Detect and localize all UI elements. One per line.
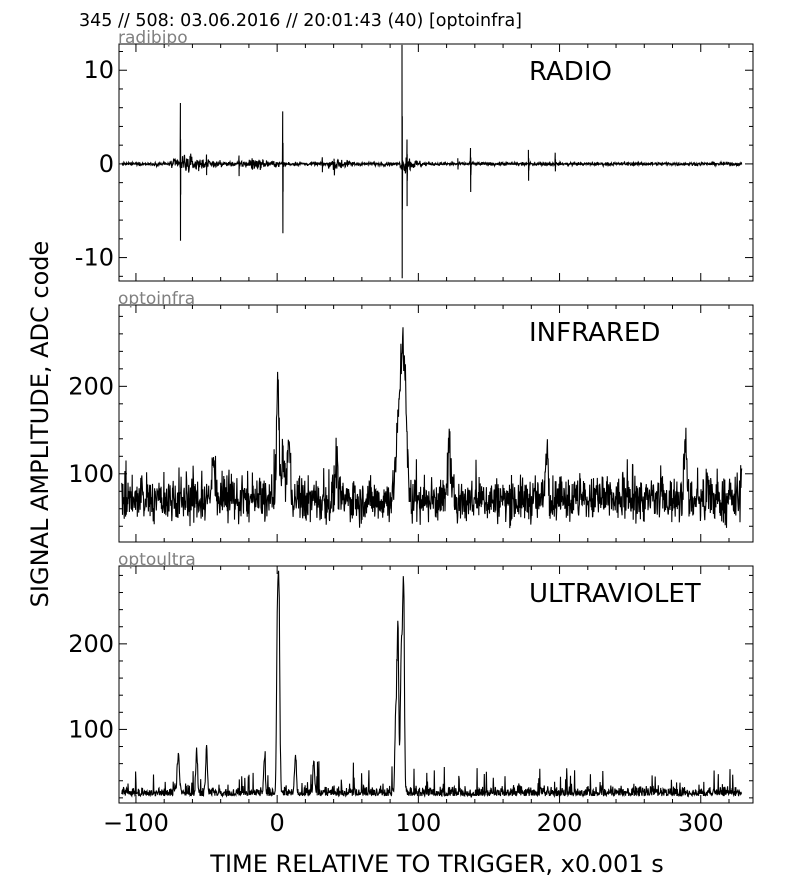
y-tick-label: 100: [68, 460, 114, 488]
panels-group: 100-10radibipoRADIO200100optoinfraINFRAR…: [68, 28, 754, 837]
y-tick-label: 10: [83, 56, 114, 84]
panel-label: RADIO: [529, 57, 612, 87]
signal-trace-radibipo: [121, 44, 743, 279]
signal-trace-optoinfra: [121, 327, 743, 529]
x-tick-label: 0: [270, 809, 285, 837]
x-tick-label: −100: [103, 809, 169, 837]
x-axis-label: TIME RELATIVE TO TRIGGER, x0.001 s: [209, 850, 663, 878]
channel-name: optoultra: [118, 550, 196, 570]
y-tick-label: 0: [99, 150, 114, 178]
plot-frame: [118, 565, 754, 804]
x-tick-label: 200: [537, 809, 583, 837]
y-axis-label: SIGNAL AMPLITUDE, ADC code: [26, 241, 54, 608]
plot-frame: [118, 304, 754, 543]
channel-name: optoinfra: [118, 289, 195, 309]
panel-radibipo: 10 0 -10 radibipo RADIO: [75, 28, 754, 282]
plot-frame: [118, 43, 754, 282]
panel-label: INFRARED: [529, 318, 660, 348]
panel-optoinfra: 200 100 optoinfra INFRARED: [68, 289, 754, 543]
y-tick-label: -10: [75, 244, 114, 272]
panel-optoultra: −100 0 100 200 300 200 100 optoultra ULTRAVIOLET: [68, 550, 754, 837]
channel-name: radibipo: [118, 28, 188, 48]
signal-trace-optoultra: [121, 570, 742, 799]
y-tick-label: 100: [68, 715, 114, 743]
figure-title: 345 // 508: 03.06.2016 // 20:01:43 (40) …: [79, 11, 522, 31]
x-tick-label: 100: [395, 809, 441, 837]
y-tick-label: 200: [68, 372, 114, 400]
x-tick-label: 300: [678, 809, 724, 837]
panel-label: ULTRAVIOLET: [529, 579, 701, 609]
y-tick-label: 200: [68, 630, 114, 658]
